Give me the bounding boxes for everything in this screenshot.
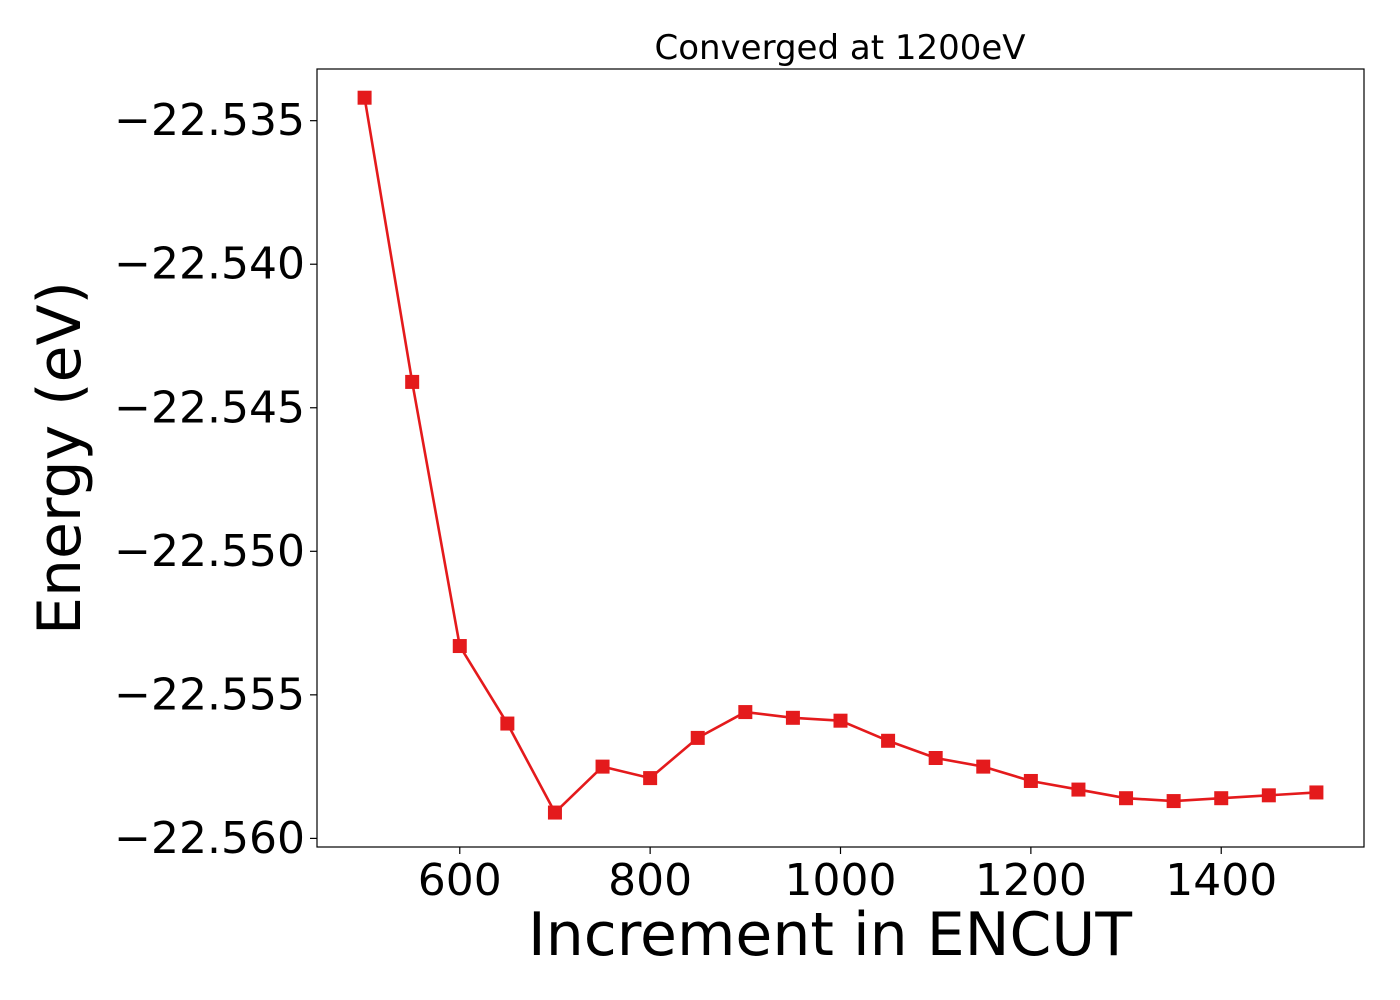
x-axis-ticks: 600 800 1000 1200 1400 [418, 847, 1277, 906]
data-point-marker [1261, 788, 1276, 803]
series-layer [357, 90, 1324, 820]
data-point-marker [785, 710, 800, 725]
data-point-marker [643, 771, 658, 786]
x-tick-label: 1200 [975, 855, 1087, 906]
x-axis-label: Increment in ENCUT [528, 900, 1132, 970]
y-tick-label: −22.535 [114, 95, 305, 146]
data-point-marker [357, 90, 372, 105]
data-point-marker [881, 733, 896, 748]
data-point-marker [595, 759, 610, 774]
y-axis-ticks: −22.535 −22.540 −22.545 −22.550 −22.555 −22.5… [114, 95, 317, 864]
x-tick-label: 1400 [1165, 855, 1277, 906]
data-point-marker [1309, 785, 1324, 800]
data-point-marker [833, 713, 848, 728]
data-point-marker [500, 716, 515, 731]
data-point-marker [1166, 794, 1181, 809]
data-point-marker [547, 805, 562, 820]
y-tick-label: −22.555 [114, 669, 305, 720]
x-tick-label: 800 [608, 855, 692, 906]
data-point-marker [738, 705, 753, 720]
x-tick-label: 600 [418, 855, 502, 906]
y-tick-label: −22.550 [114, 526, 305, 577]
data-point-marker [1071, 782, 1086, 797]
data-point-marker [405, 374, 420, 389]
y-tick-label: −22.560 [114, 813, 305, 864]
plot-area-frame [316, 68, 1365, 848]
data-point-marker [976, 759, 991, 774]
data-point-marker [928, 751, 943, 765]
data-point-marker [1214, 791, 1229, 806]
data-point-marker [1023, 773, 1038, 788]
data-point-marker [452, 639, 467, 654]
y-tick-label: −22.545 [114, 382, 305, 433]
data-point-marker [1119, 791, 1134, 806]
y-tick-label: −22.540 [114, 239, 305, 290]
x-tick-label: 1000 [785, 855, 897, 906]
y-axis-label: Energy (eV) [25, 281, 95, 635]
series-line [363, 97, 1317, 814]
chart-title: Converged at 1200eV [654, 28, 1025, 68]
data-point-marker [690, 730, 705, 745]
